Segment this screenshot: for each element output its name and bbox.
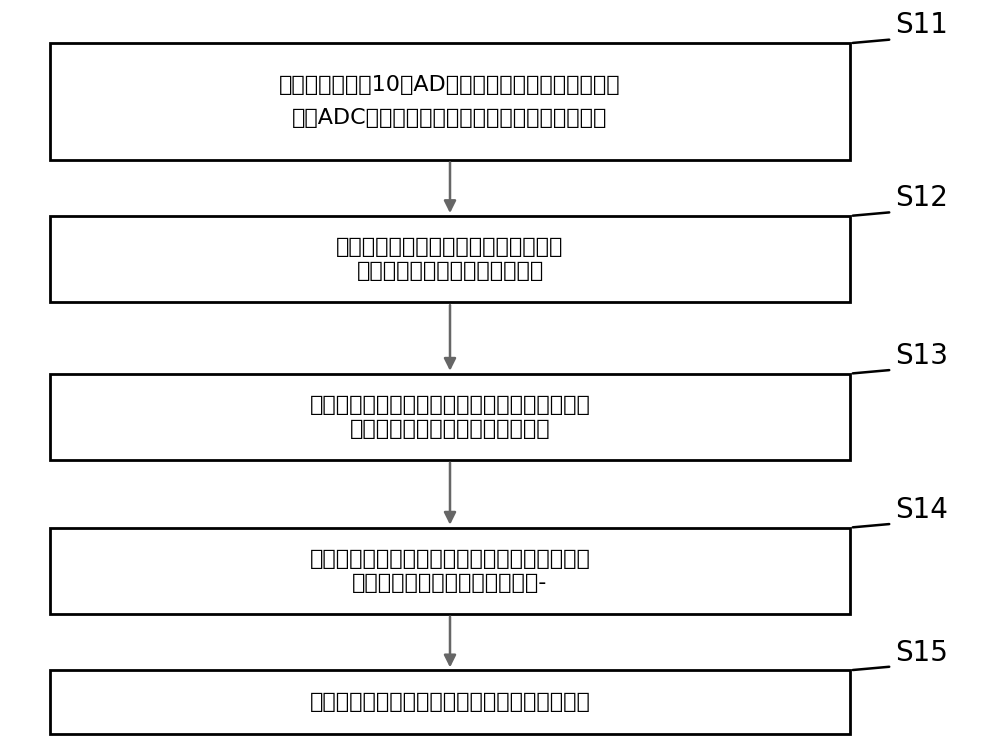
Text: 用所述电池的测量电量更新电池当前的显示电量: 用所述电池的测量电量更新电池当前的显示电量	[310, 692, 590, 712]
FancyBboxPatch shape	[50, 216, 850, 302]
Text: 计算每个所述主要耗电设备的补偿电压: 计算每个所述主要耗电设备的补偿电压	[336, 237, 564, 257]
Text: 计算所述基准电压与所有所述主要: 计算所述基准电压与所有所述主要	[350, 419, 550, 439]
Text: 根据系统主要耗电设备的状态，: 根据系统主要耗电设备的状态，	[356, 261, 544, 281]
Text: S11: S11	[895, 11, 948, 39]
FancyBboxPatch shape	[50, 373, 850, 460]
Text: S12: S12	[895, 184, 948, 212]
FancyBboxPatch shape	[50, 43, 850, 159]
Text: 选的，通过连续10次AD转换并取平均值得到基准电压: 选的，通过连续10次AD转换并取平均值得到基准电压	[279, 75, 621, 95]
Text: 利用ADC测量电池电压法获得电池的基准电压，优: 利用ADC测量电池电压法获得电池的基准电压，优	[292, 107, 608, 128]
FancyBboxPatch shape	[50, 670, 850, 734]
FancyBboxPatch shape	[50, 527, 850, 614]
Text: 耗电设备的补偿电压的总和，作为补偿后的电压: 耗电设备的补偿电压的总和，作为补偿后的电压	[310, 395, 590, 415]
Text: 电量关系表获得对应的电量作为电池的测量电量: 电量关系表获得对应的电量作为电池的测量电量	[310, 549, 590, 569]
Text: S15: S15	[895, 638, 948, 667]
Text: 根据所述补偿后的电压通过电压-: 根据所述补偿后的电压通过电压-	[352, 573, 548, 593]
Text: S14: S14	[895, 496, 948, 524]
Text: S13: S13	[895, 342, 948, 369]
